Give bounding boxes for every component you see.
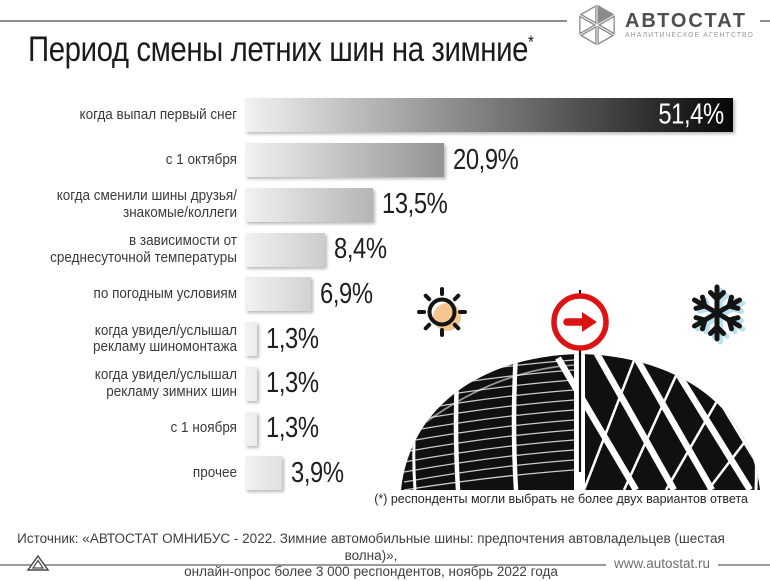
value-label: 1,3% [266,367,319,400]
category-label: прочее [192,464,237,482]
source-note: Источник: «АВТОСТАТ ОМНИБУС - 2022. Зимн… [15,531,727,581]
tire-change-road-sign-icon [551,293,609,351]
logo-hexagon-icon [579,4,615,46]
footnote: (*) респонденты могли выбрать не более д… [374,492,748,506]
category-label: в зависимости от среднесуточной температ… [50,232,237,266]
page-title: Период смены летних шин на зимние* [28,30,534,70]
website-url: www.autostat.ru [605,556,718,571]
value-label: 1,3% [266,412,319,445]
value-label: 20,9% [452,143,519,176]
category-label: по погодным условиям [93,285,238,303]
page-title-text: Период смены летних шин на зимние [28,30,529,69]
chart-row: с 1 октября 20,9% [0,138,770,183]
bar [245,232,325,267]
logo-subtitle: АНАЛИТИЧЕСКОЕ АГЕНТСТВО [624,31,754,39]
bar [245,366,258,401]
bar: 51,4% [245,98,734,133]
bar [245,277,311,312]
value-label: 51,4% [657,98,724,131]
chart-row: в зависимости от среднесуточной температ… [0,227,770,272]
footer-logo-triangle-icon [26,554,50,571]
bar [245,187,374,222]
chart-row: когда увидел/услышал рекламу шиномонтажа… [0,317,770,362]
sun-icon [417,287,467,337]
source-line-1: Источник: «АВТОСТАТ ОМНИБУС - 2022. Зимн… [17,531,725,563]
bar [245,456,282,491]
chart-row: прочее 3,9% [0,451,770,496]
bottom-rule [0,564,770,566]
category-label: когда увидел/услышал рекламу шиномонтажа [92,321,238,356]
category-label: с 1 ноября [170,419,237,437]
bar [245,411,258,446]
chart-row: по погодным условиям 6,9% [0,272,770,317]
chart-row: когда выпал первый снег 51,4% [0,93,770,138]
logo-name: АВТОСТАТ [624,9,747,32]
value-label: 6,9% [319,277,373,310]
value-label: 3,9% [291,456,344,489]
logo: АВТОСТАТ АНАЛИТИЧЕСКОЕ АГЕНТСТВО [566,1,760,49]
category-label: когда сменили шины друзья/ знакомые/колл… [56,187,237,221]
chart-row: когда увидел/услышал рекламу зимних шин … [0,362,770,407]
sign-pole [579,290,581,470]
value-label: 1,3% [266,322,319,355]
category-label: когда увидел/услышал рекламу зимних шин [94,366,237,400]
chart-row: с 1 ноября 1,3% [0,406,770,451]
bar-chart: когда выпал первый снег 51,4% с 1 октябр… [0,93,770,496]
category-label: с 1 октября [165,150,237,168]
value-label: 13,5% [382,188,448,221]
title-asterisk: * [528,32,534,53]
source-line-2: онлайн-опрос более 3 000 респондентов, н… [184,564,558,579]
chart-row: когда сменили шины друзья/ знакомые/колл… [0,183,770,228]
snowflake-icon [682,278,752,348]
bar [245,143,444,178]
top-rule [0,20,770,22]
bar [245,322,258,357]
value-label: 8,4% [333,233,387,266]
category-label: когда выпал первый снег [79,106,237,124]
